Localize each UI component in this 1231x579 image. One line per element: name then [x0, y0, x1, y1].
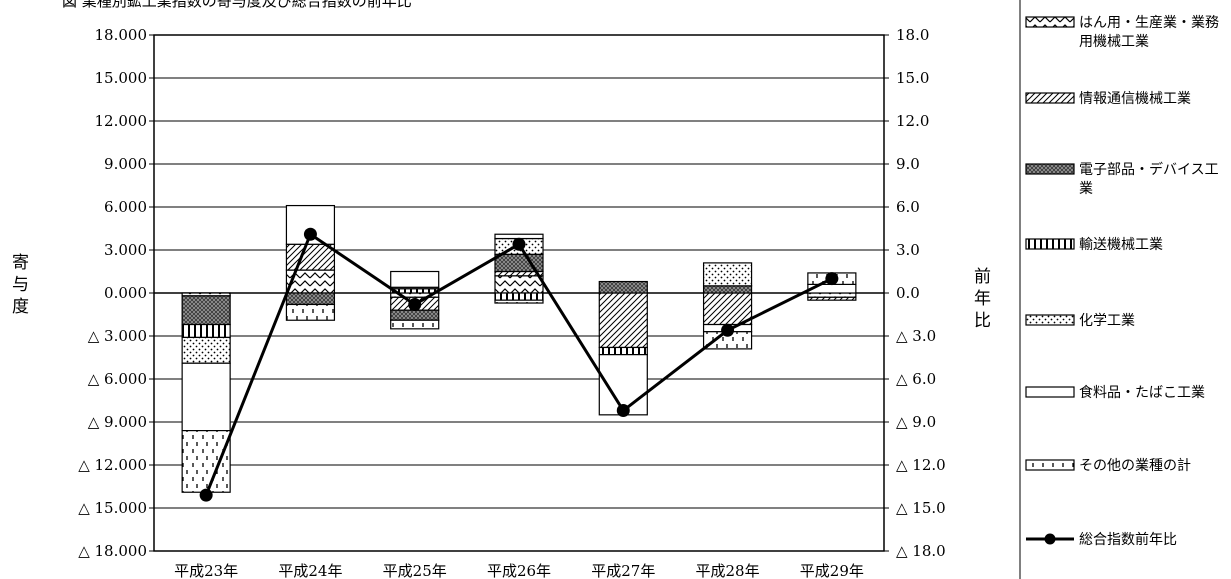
legend-swatch	[1025, 163, 1075, 175]
y-tick-label-right: △ 12.0	[896, 456, 946, 474]
x-tick-label: 平成23年	[174, 562, 238, 579]
y-tick-label-right: △ 18.0	[896, 542, 946, 560]
x-tick-label: 平成26年	[487, 562, 551, 579]
y-tick-label-right: △ 9.0	[896, 413, 936, 431]
bar-segment	[390, 309, 440, 321]
legend-label: その他の業種の計	[1079, 458, 1191, 474]
bar-segment	[285, 292, 336, 306]
legend: はん用・生産業・業務用機械工業情報通信機械工業電子部品・デバイス工業輸送機械工業…	[1019, 0, 1219, 579]
y-tick-label-right: 12.0	[896, 112, 929, 130]
legend-swatch	[1025, 459, 1075, 471]
y-tick-label-right: △ 15.0	[896, 499, 946, 517]
legend-label: はん用・生産業・業務用機械工業	[1079, 15, 1219, 50]
bar-segment	[181, 336, 231, 364]
line-marker	[825, 272, 839, 286]
y-tick-label-left: 6.000	[104, 198, 147, 216]
line-marker	[512, 237, 526, 251]
legend-swatch	[1025, 238, 1075, 250]
bar-segment	[598, 292, 648, 349]
y-tick-label-right: 18.0	[896, 26, 929, 44]
legend-label: 輸送機械工業	[1079, 237, 1163, 253]
y-tick-label-right: 15.0	[896, 69, 929, 87]
bar-segment	[494, 299, 544, 304]
legend-swatch	[1025, 386, 1075, 398]
line-marker	[408, 297, 422, 311]
y-tick-label-left: 3.000	[104, 241, 147, 259]
y-tick-label-right: 0.0	[896, 284, 920, 302]
legend-label: 食料品・たばこ工業	[1079, 384, 1205, 401]
bar-segment	[494, 292, 544, 301]
line-marker	[303, 227, 317, 241]
line-layer	[199, 227, 839, 502]
y-tick-label-left: △ 12.000	[78, 456, 147, 474]
y-tick-label-right: 6.0	[896, 198, 920, 216]
y-tick-label-right: 9.0	[896, 155, 920, 173]
y-tick-label-left: △ 6.000	[88, 370, 147, 388]
bar-segment	[181, 430, 231, 493]
axes: 18.000 18.0 15.000 15.0 12.000 12.0 9.000 9.0 6.…	[78, 26, 946, 579]
bar-segment	[598, 280, 648, 294]
y-tick-label-left: △ 18.000	[78, 542, 147, 560]
x-tick-label: 平成28年	[696, 562, 760, 579]
legend-line-marker	[1044, 533, 1056, 545]
y-tick-label-right: △ 6.0	[896, 370, 936, 388]
y-tick-label-left: 9.000	[104, 155, 147, 173]
y-tick-label-left: △ 9.000	[88, 413, 147, 431]
line-marker	[199, 488, 213, 502]
line-marker	[721, 323, 735, 337]
y-tick-label-left: 0.000	[104, 284, 147, 302]
bar-segment	[390, 319, 440, 330]
x-tick-label: 平成25年	[383, 562, 447, 579]
bar-segment	[181, 362, 231, 432]
legend-label: 化学工業	[1079, 313, 1135, 329]
bar-segment	[285, 303, 336, 321]
bar-segment	[807, 296, 857, 301]
bar-segment	[181, 323, 231, 339]
bar-segment	[285, 243, 336, 271]
y-tick-label-left: △ 15.000	[78, 499, 147, 517]
bar-segment	[181, 295, 231, 326]
y-axis-label-left: 寄与度	[12, 253, 29, 317]
y-tick-label-right: 3.0	[896, 241, 920, 259]
legend-swatch	[1025, 314, 1075, 326]
x-tick-label: 平成27年	[591, 562, 655, 579]
legend-swatch	[1025, 16, 1075, 28]
x-tick-label: 平成29年	[800, 562, 864, 579]
chart-title: 図 業種別鉱工業指数の寄与度及び総合指数の前年比	[62, 0, 412, 10]
y-tick-label-left: 18.000	[95, 26, 148, 44]
y-tick-label-left: △ 3.000	[88, 327, 147, 345]
legend-label: 情報通信機械工業	[1079, 91, 1191, 107]
legend-label: 総合指数前年比	[1079, 531, 1177, 548]
bar-segment	[807, 292, 857, 298]
bar-segment	[494, 275, 544, 294]
bar-segment	[702, 262, 753, 287]
y-tick-label-left: 12.000	[95, 112, 148, 130]
bar-segment	[390, 270, 440, 288]
y-tick-label-left: 15.000	[95, 69, 148, 87]
bar-segment	[702, 292, 753, 326]
line-marker	[616, 404, 630, 418]
legend-swatch	[1025, 92, 1075, 104]
y-axis-label-right: 前年比	[974, 267, 991, 331]
y-tick-label-right: △ 3.0	[896, 327, 936, 345]
bar-segment	[598, 346, 648, 356]
legend-label: 電子部品・デバイス工業	[1079, 161, 1219, 197]
x-tick-label: 平成24年	[278, 562, 342, 579]
bar-segment	[702, 285, 753, 294]
